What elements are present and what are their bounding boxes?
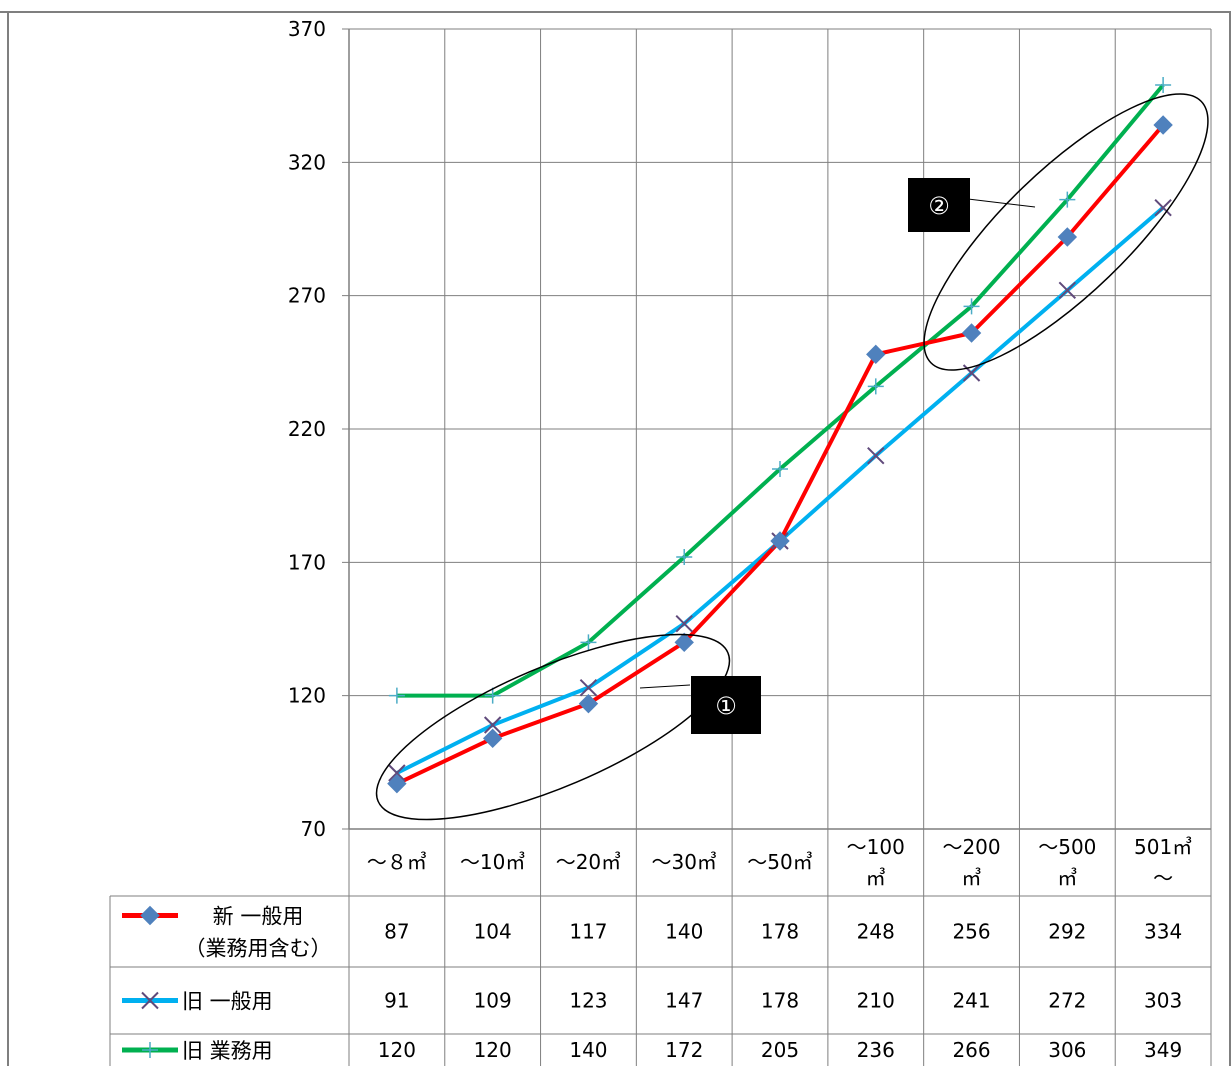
table-cell-value: 210 xyxy=(857,989,895,1013)
data-point-plus xyxy=(1059,191,1076,208)
data-point-diamond xyxy=(1153,115,1173,135)
x-tick-label: ～100 ㎥ xyxy=(847,835,905,890)
y-tick-label: 320 xyxy=(288,150,326,174)
table-cell-value: 140 xyxy=(569,1038,607,1062)
data-point-diamond xyxy=(770,531,790,551)
data-point-diamond xyxy=(674,632,694,653)
annotation-label: ① xyxy=(715,692,737,720)
annotation-label: ② xyxy=(928,192,950,220)
table-cell-value: 303 xyxy=(1144,989,1182,1013)
table-cell-value: 109 xyxy=(474,989,512,1013)
data-point-diamond xyxy=(482,728,503,749)
annotation-leader xyxy=(967,198,1036,208)
data-point-x xyxy=(483,716,502,734)
data-point-diamond xyxy=(140,905,160,926)
data-point-plus xyxy=(142,1042,158,1058)
data-point-plus xyxy=(484,687,501,704)
x-tick-label: ～30㎥ xyxy=(651,850,716,874)
data-point-diamond xyxy=(387,773,407,794)
data-point-plus xyxy=(388,687,405,704)
data-point-plus xyxy=(580,634,597,651)
series-line xyxy=(396,83,1165,698)
data-point-x xyxy=(675,614,693,633)
data-point-x xyxy=(388,764,406,782)
legend-label: （業務用含む） xyxy=(185,937,332,961)
annotation-callout-box xyxy=(691,676,761,734)
table-cell-value: 120 xyxy=(378,1038,416,1062)
x-tick-label: ～20㎥ xyxy=(556,850,621,874)
x-tick-label: ～10㎥ xyxy=(460,850,525,874)
data-point-diamond xyxy=(1057,227,1078,247)
x-tick-label-line: ～100 xyxy=(847,835,905,859)
x-tick-label-line: ㎥ xyxy=(1057,866,1077,890)
data-point-plus xyxy=(867,378,884,395)
legend-label: 旧 業務用 xyxy=(182,1039,273,1063)
table-cell-value: 349 xyxy=(1144,1038,1182,1062)
table-cell-value: 236 xyxy=(857,1038,895,1062)
data-point-plus xyxy=(772,461,788,477)
data-point-diamond xyxy=(961,323,982,343)
data-point-plus xyxy=(676,549,693,565)
x-tick-label-line: ～200 xyxy=(942,835,1000,859)
x-tick-label: ～200 ㎥ xyxy=(942,835,1000,890)
annotation-callout-box xyxy=(908,178,970,232)
table-cell-value: 256 xyxy=(952,920,990,944)
x-tick-label: ～８㎥ xyxy=(367,850,427,874)
annotation-ellipse xyxy=(375,633,731,821)
x-tick-label-line: ㎥ xyxy=(866,866,886,890)
table-cell-value: 91 xyxy=(384,989,409,1013)
annotation-leader xyxy=(639,684,691,689)
data-point-x xyxy=(867,446,885,465)
y-tick-label: 120 xyxy=(288,684,326,708)
table-cell-value: 147 xyxy=(665,989,703,1013)
x-tick-label: ～50㎥ xyxy=(747,850,812,874)
table-cell-value: 334 xyxy=(1144,920,1182,944)
series-line xyxy=(395,206,1165,775)
y-tick-label: 270 xyxy=(288,284,326,308)
legend-label: 旧 一般用 xyxy=(182,990,273,1014)
data-point-x xyxy=(1154,198,1172,217)
table-cell-value: 205 xyxy=(761,1038,799,1062)
x-tick-label-line: 501㎥ xyxy=(1134,835,1192,859)
table-cell-value: 123 xyxy=(569,989,607,1013)
data-point-x xyxy=(579,678,598,697)
table-cell-value: 241 xyxy=(952,989,990,1013)
x-tick-label-line: ～ xyxy=(1153,866,1173,890)
data-point-plus xyxy=(1155,77,1172,93)
table-cell-value: 292 xyxy=(1048,920,1086,944)
table-cell-value: 306 xyxy=(1048,1038,1086,1062)
y-tick-label: 70 xyxy=(301,817,326,841)
data-point-x xyxy=(141,991,159,1010)
table-cell-value: 248 xyxy=(857,920,895,944)
table-cell-value: 120 xyxy=(474,1038,512,1062)
data-point-plus xyxy=(963,298,980,315)
x-tick-label: ～500 ㎥ xyxy=(1038,835,1096,890)
x-tick-label-line: ㎥ xyxy=(962,866,982,890)
table-cell-value: 172 xyxy=(665,1038,703,1062)
table-cell-value: 117 xyxy=(569,920,607,944)
data-point-diamond xyxy=(578,693,599,714)
annotation-ellipse xyxy=(923,93,1209,371)
data-point-x xyxy=(1058,281,1077,300)
y-tick-label: 370 xyxy=(288,17,326,41)
data-point-diamond xyxy=(866,344,886,365)
x-tick-label: 501㎥ ～ xyxy=(1134,835,1192,890)
table-cell-value: 87 xyxy=(384,920,409,944)
x-tick-label-line: ～500 xyxy=(1038,835,1096,859)
table-cell-value: 104 xyxy=(474,920,512,944)
table-cell-value: 178 xyxy=(761,920,799,944)
table-cell-value: 266 xyxy=(952,1038,990,1062)
y-tick-label: 220 xyxy=(288,417,326,441)
table-cell-value: 140 xyxy=(665,920,703,944)
table-cell-value: 272 xyxy=(1048,989,1086,1013)
legend-label: 新 一般用 xyxy=(213,905,304,929)
table-cell-value: 178 xyxy=(761,989,799,1013)
y-tick-label: 170 xyxy=(288,550,326,574)
